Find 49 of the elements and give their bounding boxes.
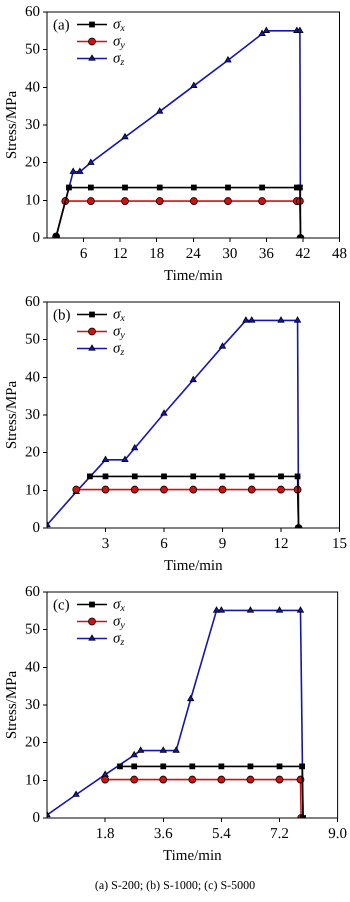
y-tick-label: 60 [25, 584, 40, 600]
x-tick-label: 15 [332, 536, 347, 552]
x-tick-label: 5.4 [212, 826, 232, 842]
x-tick-label: 24 [186, 246, 202, 262]
x-tick-label: 9 [218, 536, 226, 552]
y-tick-label: 60 [25, 294, 40, 310]
y-tick-label: 20 [25, 734, 40, 751]
annotation: (b) [53, 307, 70, 324]
annotation: (a) [53, 17, 70, 34]
x-tick-label: 36 [258, 246, 274, 262]
y-tick-label: 50 [25, 622, 40, 638]
x-axis-title: Time/min [162, 848, 222, 864]
x-tick-label: 12 [112, 246, 128, 262]
y-tick-label: 40 [25, 79, 40, 96]
x-axis-title: Time/min [164, 268, 224, 284]
y-tick-label: 60 [25, 4, 40, 20]
y-tick-label: 10 [25, 192, 40, 208]
y-tick-label: 0 [32, 230, 40, 246]
x-tick-label: 3.6 [154, 826, 174, 842]
x-tick-label: 30 [222, 246, 238, 262]
x-tick-label: 3 [102, 536, 110, 552]
x-tick-label: 48 [332, 246, 347, 262]
annotation: (c) [53, 597, 70, 614]
y-tick-label: 20 [25, 154, 40, 171]
y-tick-label: 30 [25, 406, 40, 423]
x-tick-label: 7.2 [270, 826, 289, 842]
x-tick-label: 6 [160, 536, 168, 552]
text: (a) S-200; (b) S-1000; (c) S-5000 [94, 877, 256, 893]
y-tick-label: 0 [32, 810, 40, 826]
x-tick-label: 12 [274, 536, 288, 552]
x-axis-title: Time/min [164, 558, 224, 574]
y-axis-title: Stress/MPa [4, 670, 20, 740]
y-tick-label: 50 [25, 332, 40, 348]
y-tick-label: 50 [25, 42, 40, 58]
y-tick-label: 30 [25, 116, 40, 133]
y-tick-label: 30 [25, 696, 40, 713]
y-tick-label: 20 [25, 444, 40, 461]
y-axis-title: Stress/MPa [4, 380, 20, 450]
y-tick-label: 40 [25, 369, 40, 386]
y-tick-label: 10 [25, 772, 40, 788]
x-tick-label: 18 [149, 246, 164, 262]
y-tick-label: 0 [32, 520, 40, 536]
x-tick-label: 6 [80, 246, 88, 262]
y-axis-title: Stress/MPa [4, 90, 20, 160]
x-tick-label: 42 [295, 246, 310, 262]
x-tick-label: 9.0 [328, 826, 347, 842]
x-tick-label: 1.8 [96, 826, 114, 842]
y-tick-label: 40 [25, 659, 40, 676]
y-tick-label: 10 [25, 482, 40, 498]
